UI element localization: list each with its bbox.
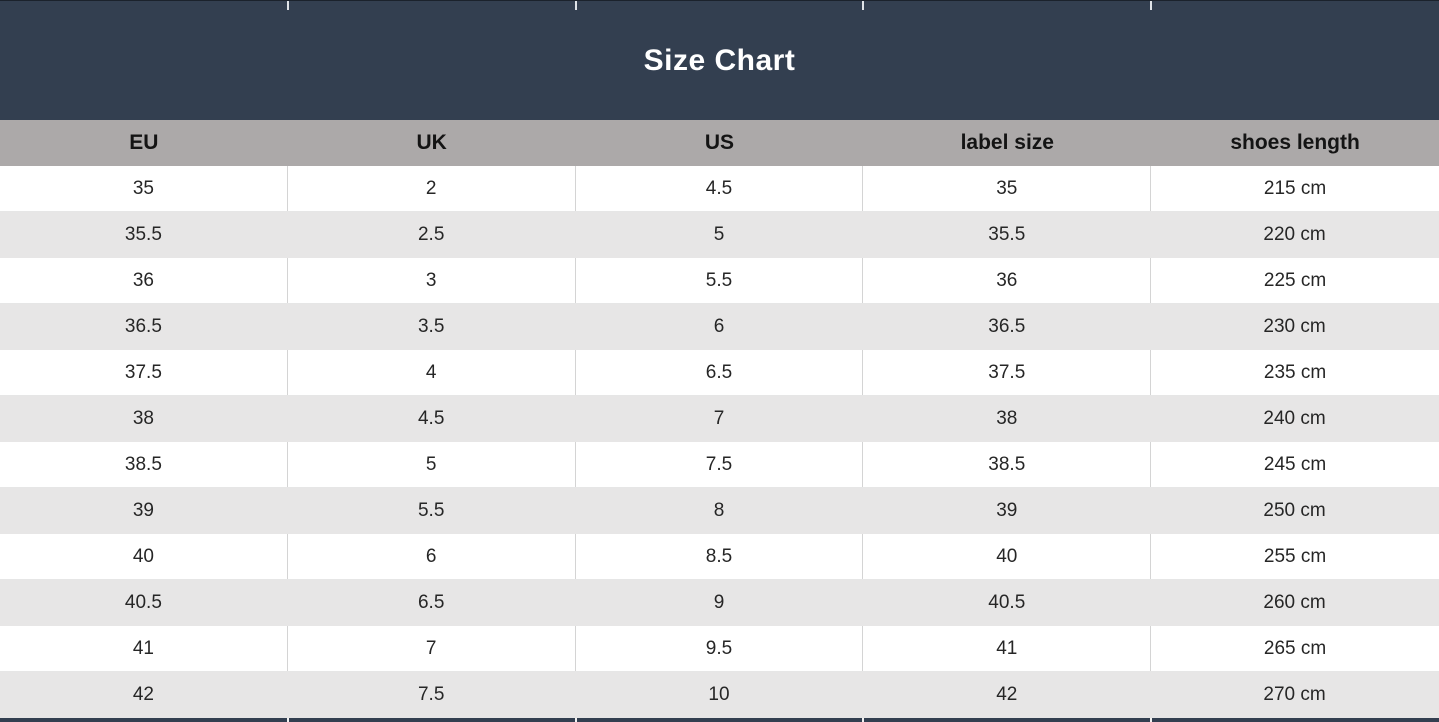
column-separator-tick xyxy=(575,1,577,10)
bottom-next-band xyxy=(0,718,1439,722)
table-cell: 35 xyxy=(863,166,1152,211)
table-cell: 6 xyxy=(288,534,576,579)
column-separator-tick xyxy=(287,1,289,10)
table-cell: 37.5 xyxy=(0,350,288,395)
table-cell: 35.5 xyxy=(863,212,1152,258)
table-row: 36.5 3.5 6 36.5 230 cm xyxy=(0,304,1439,350)
table-header-row: EU UK US label size shoes length xyxy=(0,120,1439,166)
table-cell: 225 cm xyxy=(1263,269,1327,291)
table-cell: 10 xyxy=(576,672,864,718)
column-separator-tick xyxy=(862,1,864,10)
table-cell: 35.5 xyxy=(0,212,288,258)
table-cell: 38 xyxy=(0,396,288,442)
table-cell: 41 xyxy=(863,626,1152,671)
table-cell: 6 xyxy=(576,304,864,350)
table-cell: 8 xyxy=(576,488,864,534)
table-cell: 8.5 xyxy=(576,534,864,579)
table-cell: 4.5 xyxy=(288,396,576,442)
table-cell: 42 xyxy=(863,672,1152,718)
table-cell: 40 xyxy=(863,534,1152,579)
column-separator-tick xyxy=(287,718,289,722)
table-cell: 265 cm xyxy=(1263,637,1327,659)
table-row: 40 6 8.5 40 255 cm xyxy=(0,534,1439,580)
table-cell: 7 xyxy=(576,396,864,442)
table-cell: 36.5 xyxy=(0,304,288,350)
table-cell: 5 xyxy=(576,212,864,258)
column-separator-tick xyxy=(862,718,864,722)
table-cell: 215 cm xyxy=(1263,177,1327,199)
table-cell: 7.5 xyxy=(288,672,576,718)
table-cell: 36 xyxy=(0,258,288,303)
table-cell: 7.5 xyxy=(576,442,864,487)
table-cell: 35 xyxy=(0,166,288,211)
table-cell: 220 cm xyxy=(1151,212,1439,258)
table-row: 37.5 4 6.5 37.5 235 cm xyxy=(0,350,1439,396)
table-cell: 240 cm xyxy=(1151,396,1439,442)
chart-title: Size Chart xyxy=(643,43,796,77)
column-header-uk: UK xyxy=(416,131,447,154)
table-cell: 40 xyxy=(0,534,288,579)
table-cell: 39 xyxy=(0,488,288,534)
table-cell: 37.5 xyxy=(863,350,1152,395)
table-cell: 250 cm xyxy=(1151,488,1439,534)
table-row: 38 4.5 7 38 240 cm xyxy=(0,396,1439,442)
column-separator-tick xyxy=(1150,1,1152,10)
column-header-label-size: label size xyxy=(960,131,1054,154)
table-cell: 7 xyxy=(288,626,576,671)
table-cell: 270 cm xyxy=(1151,672,1439,718)
table-row: 35.5 2.5 5 35.5 220 cm xyxy=(0,212,1439,258)
table-cell: 9 xyxy=(576,580,864,626)
table-cell: 36.5 xyxy=(863,304,1152,350)
table-cell: 5.5 xyxy=(576,258,864,303)
table-cell: 260 cm xyxy=(1151,580,1439,626)
table-cell: 3 xyxy=(288,258,576,303)
table-cell: 41 xyxy=(0,626,288,671)
table-row: 39 5.5 8 39 250 cm xyxy=(0,488,1439,534)
table-cell: 245 cm xyxy=(1263,453,1327,475)
table-cell: 2 xyxy=(288,166,576,211)
table-cell: 38.5 xyxy=(0,442,288,487)
table-row: 41 7 9.5 41 265 cm xyxy=(0,626,1439,672)
title-band: Size Chart xyxy=(0,0,1439,120)
table-cell: 4 xyxy=(288,350,576,395)
column-separator-tick xyxy=(575,718,577,722)
table-row: 35 2 4.5 35 215 cm xyxy=(0,166,1439,212)
table-cell: 5.5 xyxy=(288,488,576,534)
table-cell: 4.5 xyxy=(576,166,864,211)
table-cell: 9.5 xyxy=(576,626,864,671)
column-header-eu: EU xyxy=(129,131,159,154)
table-cell: 38 xyxy=(863,396,1152,442)
table-cell: 40.5 xyxy=(863,580,1152,626)
table-body: 35 2 4.5 35 215 cm 35.5 2.5 5 35.5 220 cm 36 3 5.5 36… xyxy=(0,166,1439,718)
table-cell: 38.5 xyxy=(863,442,1152,487)
table-cell: 39 xyxy=(863,488,1152,534)
table-row: 38.5 5 7.5 38.5 245 cm xyxy=(0,442,1439,488)
table-row: 40.5 6.5 9 40.5 260 cm xyxy=(0,580,1439,626)
table-cell: 36 xyxy=(863,258,1152,303)
table-cell: 6.5 xyxy=(288,580,576,626)
table-row: 42 7.5 10 42 270 cm xyxy=(0,672,1439,718)
table-cell: 6.5 xyxy=(576,350,864,395)
column-header-us: US xyxy=(704,131,735,154)
table-cell: 2.5 xyxy=(288,212,576,258)
column-separator-tick xyxy=(1150,718,1152,722)
table-cell: 255 cm xyxy=(1263,545,1327,567)
table-cell: 230 cm xyxy=(1151,304,1439,350)
table-cell: 235 cm xyxy=(1263,361,1327,383)
table-cell: 5 xyxy=(288,442,576,487)
table-cell: 42 xyxy=(0,672,288,718)
table-cell: 40.5 xyxy=(0,580,288,626)
column-header-shoes-length: shoes length xyxy=(1230,131,1360,154)
table-cell: 3.5 xyxy=(288,304,576,350)
table-row: 36 3 5.5 36 225 cm xyxy=(0,258,1439,304)
